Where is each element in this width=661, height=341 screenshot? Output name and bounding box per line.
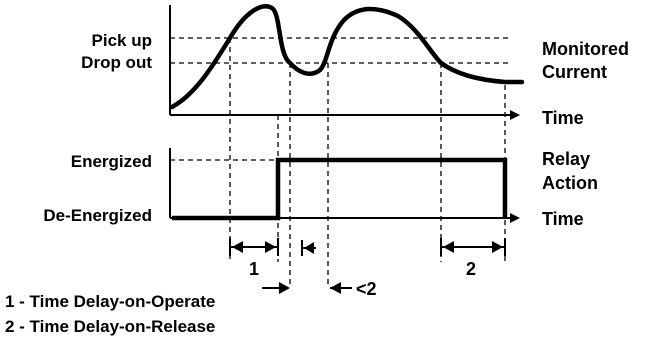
monitored-current-label-line1: Monitored — [542, 39, 629, 59]
time-axis-label-top: Time — [542, 108, 584, 128]
relay-action-label-line1: Relay — [542, 149, 590, 169]
delay-release-less-than-label: <2 — [356, 279, 377, 299]
pick-up-label: Pick up — [92, 31, 152, 50]
delay-release-interrupted-arrow-1 — [262, 282, 290, 294]
delay-on-operate-dimension — [229, 238, 279, 256]
delay-release-less-than-arrow — [330, 282, 352, 294]
monitored-current-label-line2: Current — [542, 62, 607, 82]
delay-on-release-dimension — [440, 238, 506, 256]
relay-action-label-line2: Action — [542, 173, 598, 193]
relay-action-waveform — [172, 157, 508, 221]
de-energized-label: De-Energized — [43, 206, 152, 225]
legend-item-time-delay-on-operate: 1 - Time Delay-on-Operate — [5, 292, 215, 311]
legend-item-time-delay-on-release: 2 - Time Delay-on-Release — [5, 317, 215, 336]
delay-release-interrupted-arrow-2 — [301, 240, 316, 256]
time-axis-label-bottom: Time — [542, 209, 584, 229]
energized-label: Energized — [71, 152, 152, 171]
monitored-current-curve — [169, 4, 525, 110]
drop-out-label: Drop out — [81, 53, 152, 72]
delay-on-release-marker-label: 2 — [466, 259, 476, 279]
delay-on-operate-marker-label: 1 — [249, 259, 259, 279]
